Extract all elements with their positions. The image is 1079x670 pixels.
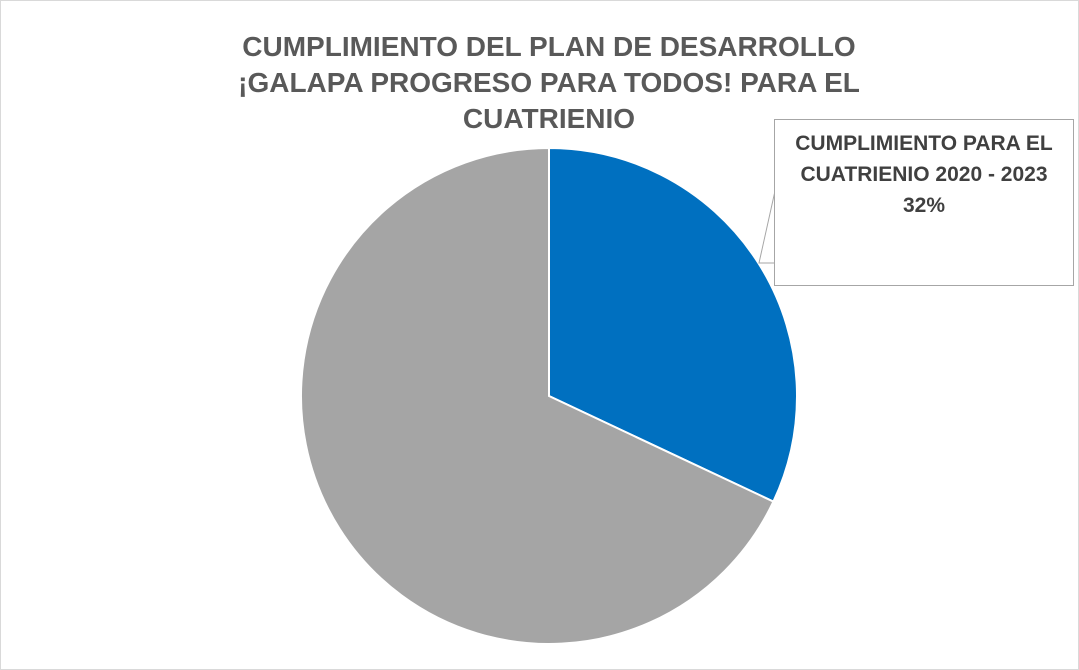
pie-slice [548,146,798,503]
category-label: CUMPLIMIENTO PARA EL CUATRIENIO 2020 - 2… [795,132,1053,186]
chart-title: CUMPLIMIENTO DEL PLAN DE DESARROLLO ¡GAL… [238,31,860,134]
callout-pointer [758,190,776,264]
pie-slice [300,146,775,645]
data-label-box: CUMPLIMIENTO PARA EL CUATRIENIO 2020 - 2… [774,119,1074,286]
value-label: 32% [902,194,946,217]
